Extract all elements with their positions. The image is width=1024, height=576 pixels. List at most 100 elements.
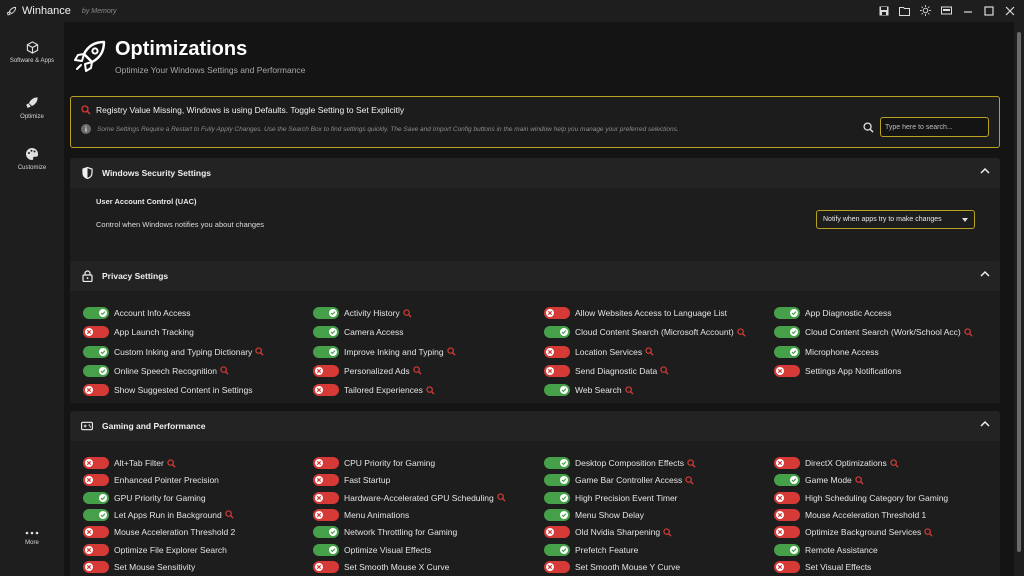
- setting-toggle[interactable]: [774, 345, 800, 358]
- registry-missing-icon: [645, 347, 654, 356]
- registry-missing-icon: [685, 476, 694, 485]
- save-icon[interactable]: [877, 3, 890, 18]
- setting-toggle[interactable]: [313, 307, 339, 319]
- setting-item: High Scheduling Category for Gaming: [774, 491, 948, 505]
- main-scrollbar[interactable]: [1014, 22, 1024, 576]
- info-icon: [81, 124, 91, 134]
- setting-toggle[interactable]: [83, 474, 109, 487]
- setting-toggle[interactable]: [83, 508, 109, 521]
- setting-toggle[interactable]: [83, 543, 109, 556]
- setting-toggle[interactable]: [774, 560, 800, 573]
- setting-toggle[interactable]: [544, 474, 570, 487]
- setting-toggle[interactable]: [83, 364, 109, 377]
- chevron-up-icon[interactable]: [980, 420, 990, 428]
- setting-toggle[interactable]: [313, 508, 339, 521]
- setting-toggle[interactable]: [313, 326, 339, 339]
- close-icon[interactable]: [1003, 3, 1016, 18]
- setting-toggle[interactable]: [313, 491, 339, 504]
- setting-toggle[interactable]: [774, 474, 800, 487]
- setting-toggle[interactable]: [544, 526, 570, 539]
- setting-item: Optimize Visual Effects: [313, 543, 431, 557]
- setting-toggle[interactable]: [313, 560, 339, 573]
- chevron-up-icon[interactable]: [980, 270, 990, 278]
- sidebar-item-customize[interactable]: Customize: [0, 147, 64, 172]
- setting-toggle[interactable]: [774, 526, 800, 539]
- folder-icon[interactable]: [898, 3, 911, 18]
- setting-label: Network Throttling for Gaming: [344, 527, 458, 538]
- setting-toggle[interactable]: [83, 526, 109, 539]
- setting-label: Custom Inking and Typing Dictionary: [114, 346, 253, 357]
- sidebar-item-more[interactable]: More: [0, 530, 64, 547]
- setting-toggle[interactable]: [83, 491, 109, 504]
- setting-toggle[interactable]: [544, 560, 570, 573]
- setting-item: Fast Startup: [313, 473, 390, 487]
- setting-toggle[interactable]: [774, 326, 800, 339]
- setting-toggle[interactable]: [83, 345, 109, 358]
- setting-toggle[interactable]: [774, 364, 800, 377]
- setting-toggle[interactable]: [544, 457, 570, 469]
- setting-label: Mouse Acceleration Threshold 2: [114, 527, 236, 538]
- section-header-gaming[interactable]: Gaming and Performance: [70, 411, 1000, 441]
- sidebar-item-optimize[interactable]: Optimize: [0, 96, 64, 121]
- setting-toggle[interactable]: [83, 560, 109, 573]
- check-icon: [99, 366, 107, 375]
- setting-toggle[interactable]: [313, 384, 339, 397]
- setting-toggle[interactable]: [544, 345, 570, 358]
- cross-icon: [85, 476, 93, 485]
- setting-toggle[interactable]: [774, 508, 800, 521]
- maximize-icon[interactable]: [982, 3, 995, 18]
- chevron-up-icon[interactable]: [980, 167, 990, 175]
- uac-level-select[interactable]: Notify when apps try to make changes: [816, 210, 975, 229]
- check-icon: [99, 493, 107, 502]
- minimize-icon[interactable]: [961, 3, 974, 18]
- setting-toggle[interactable]: [83, 326, 109, 339]
- setting-toggle[interactable]: [774, 307, 800, 319]
- setting-item: Improve Inking and Typing: [313, 345, 456, 359]
- section-header-privacy[interactable]: Privacy Settings: [70, 261, 1000, 291]
- sidebar-item-software-apps[interactable]: Software & Apps: [0, 41, 64, 65]
- cross-icon: [776, 366, 784, 375]
- setting-toggle[interactable]: [313, 457, 339, 469]
- setting-toggle[interactable]: [313, 364, 339, 377]
- setting-toggle[interactable]: [313, 526, 339, 539]
- setting-toggle[interactable]: [544, 364, 570, 377]
- setting-label: Set Smooth Mouse Y Curve: [575, 561, 681, 572]
- shield-icon: [81, 167, 93, 179]
- search-input[interactable]: [880, 117, 989, 137]
- setting-toggle[interactable]: [544, 326, 570, 339]
- palette-icon: [26, 147, 39, 160]
- setting-item: CPU Priority for Gaming: [313, 456, 435, 470]
- setting-label: Desktop Composition Effects: [575, 458, 684, 468]
- setting-toggle[interactable]: [774, 457, 800, 469]
- info-help-text: Some Settings Require a Restart to Fully…: [97, 125, 679, 133]
- sidebar-item-label: Customize: [17, 165, 47, 171]
- setting-toggle[interactable]: [544, 384, 570, 397]
- remote-icon[interactable]: [940, 3, 953, 18]
- registry-warning-icon: [81, 105, 91, 115]
- setting-toggle[interactable]: [313, 345, 339, 358]
- setting-label: Game Mode: [805, 475, 852, 486]
- registry-missing-icon: [413, 366, 422, 375]
- check-icon: [790, 347, 798, 356]
- setting-toggle[interactable]: [83, 457, 109, 469]
- setting-toggle[interactable]: [313, 543, 339, 556]
- setting-toggle[interactable]: [544, 543, 570, 556]
- setting-label: Fast Startup: [344, 475, 391, 486]
- setting-toggle[interactable]: [774, 543, 800, 556]
- setting-toggle[interactable]: [544, 491, 570, 504]
- setting-toggle[interactable]: [313, 474, 339, 487]
- setting-toggle[interactable]: [83, 307, 109, 319]
- check-icon: [790, 476, 798, 485]
- setting-toggle[interactable]: [544, 508, 570, 521]
- check-icon: [329, 328, 337, 337]
- setting-toggle[interactable]: [83, 384, 109, 397]
- setting-toggle[interactable]: [544, 307, 570, 319]
- section-header-security[interactable]: Windows Security Settings: [70, 158, 1000, 188]
- setting-label: Optimize Visual Effects: [344, 544, 432, 555]
- setting-label: Menu Animations: [344, 509, 410, 520]
- scrollbar-thumb[interactable]: [1017, 32, 1021, 552]
- setting-toggle[interactable]: [774, 491, 800, 504]
- setting-item: Set Smooth Mouse Y Curve: [544, 560, 680, 574]
- theme-sun-icon[interactable]: [919, 3, 932, 18]
- setting-item: Game Bar Controller Access: [544, 473, 694, 487]
